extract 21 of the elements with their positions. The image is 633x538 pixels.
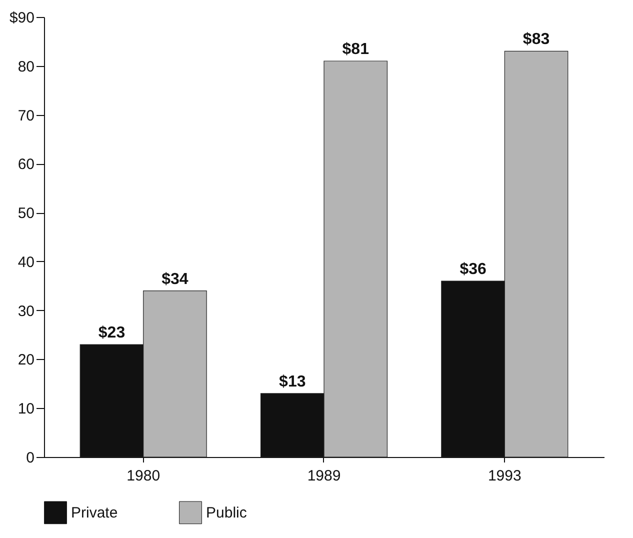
data-label: $36 [460,261,486,278]
data-label: $34 [162,270,188,288]
y-tick-label: 10 [18,400,34,418]
y-tick-label: 50 [18,205,34,222]
legend-label: Public [206,504,248,522]
y-tick-label: 20 [18,352,34,369]
y-tick-label: 80 [18,58,34,76]
y-tick-label: $90 [9,10,34,26]
data-label: $23 [98,324,126,342]
x-tick-label: 1989 [307,468,341,484]
data-label: $81 [342,41,370,58]
data-label: $83 [522,31,550,48]
y-tick-label: 70 [18,107,34,124]
y-tick-label: 40 [18,254,34,271]
y-tick-label: 60 [18,156,34,174]
x-tick-label: 1980 [126,468,160,484]
y-tick-label: 30 [18,302,34,320]
legend-label: Private [71,504,118,522]
data-label: $13 [279,373,306,390]
y-tick-label: 0 [26,450,34,466]
x-tick-label: 1993 [488,468,522,484]
